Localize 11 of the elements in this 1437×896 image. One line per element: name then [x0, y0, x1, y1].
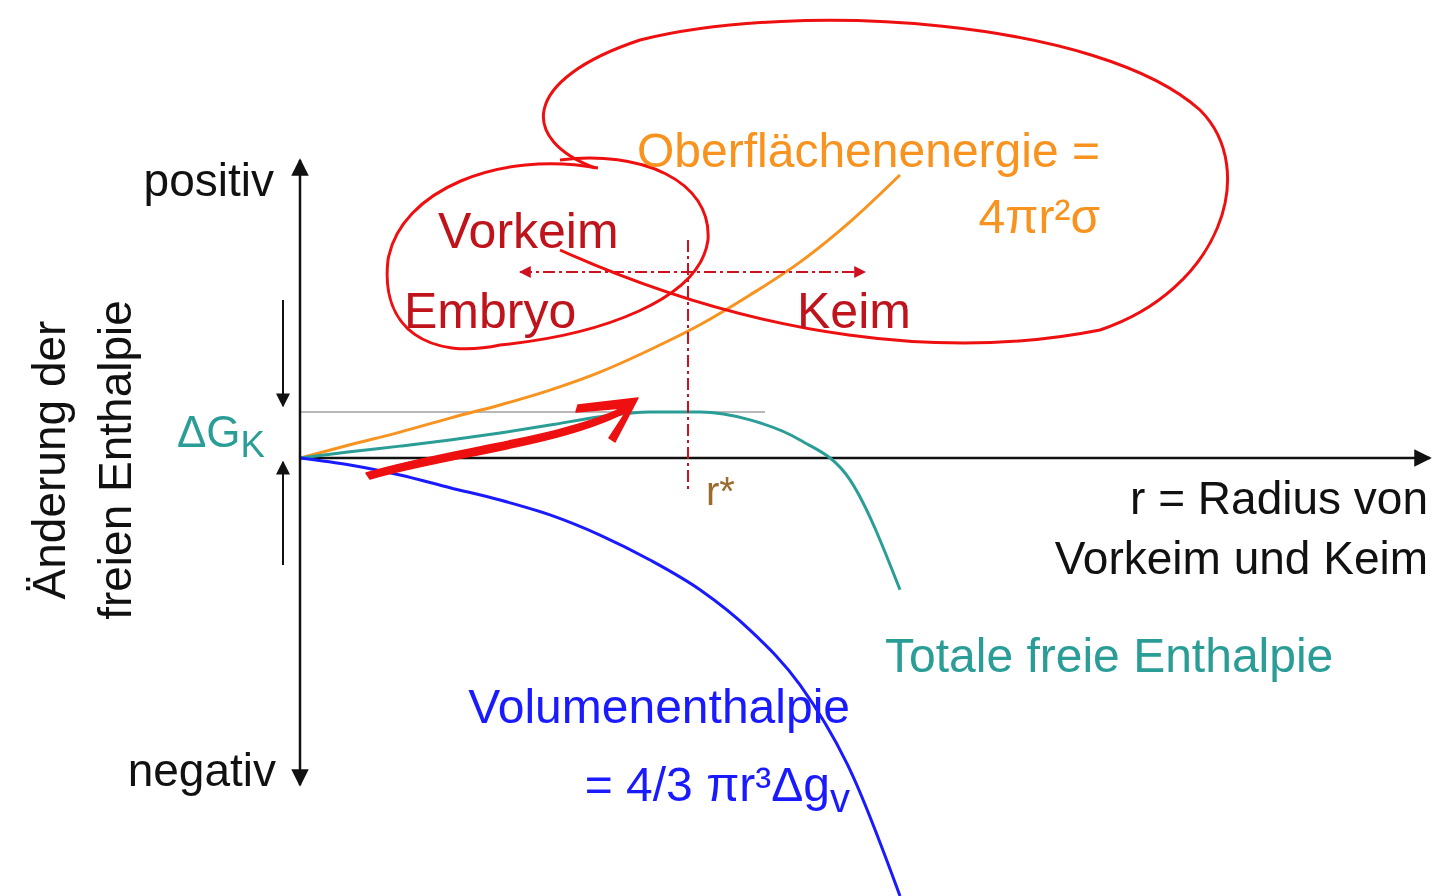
- annotation: Vorkeim: [438, 202, 619, 261]
- x-axis-title: r = Radius von Vorkeim und Keim: [1053, 471, 1428, 586]
- annotation: Embryo: [404, 282, 577, 341]
- annotation: Keim: [797, 282, 911, 341]
- series-label: Oberflächenenergie = 4πr²σ: [636, 123, 1100, 245]
- series-label: Totale freie Enthalpie: [885, 628, 1334, 684]
- ref-line-label: ΔG$_{K}$: [176, 406, 265, 467]
- annotation: r*: [706, 468, 735, 515]
- annotation: negativ: [127, 743, 276, 798]
- text: positiv: [143, 153, 274, 208]
- y-axis-title: Änderung der freien Enthalpie: [22, 299, 142, 622]
